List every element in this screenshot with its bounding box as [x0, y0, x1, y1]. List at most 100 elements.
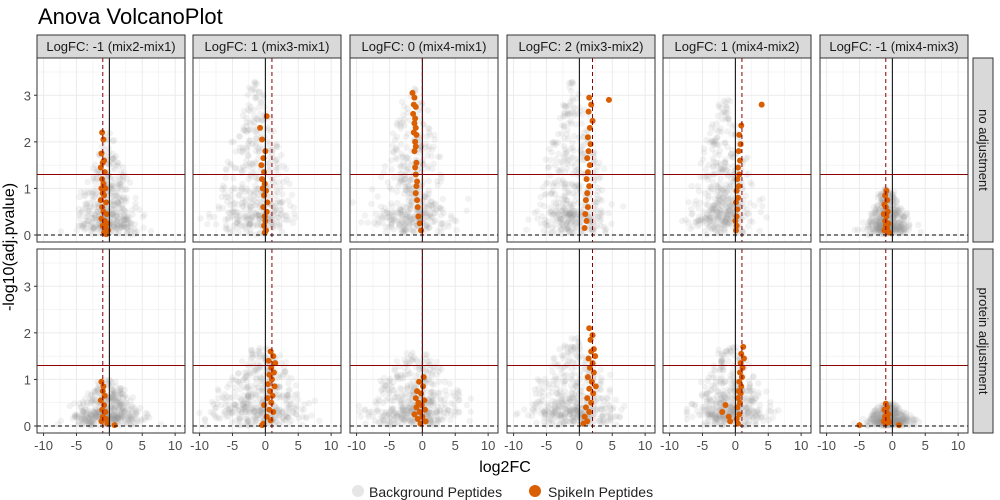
background-peptide-point: [121, 408, 128, 416]
background-peptide-point: [277, 407, 284, 414]
background-peptide-point: [418, 168, 425, 175]
background-peptide-point: [379, 408, 387, 416]
background-peptide-point: [700, 173, 707, 181]
background-peptide-point: [719, 199, 727, 206]
background-peptide-point: [79, 407, 86, 415]
background-peptide-point: [716, 206, 724, 214]
background-peptide-point: [595, 175, 603, 182]
background-peptide-point: [277, 210, 284, 218]
background-peptide-point: [257, 99, 265, 106]
background-peptide-point: [275, 178, 282, 186]
background-peptide-point: [869, 225, 876, 233]
background-peptide-point: [253, 404, 260, 411]
background-peptide-point: [289, 219, 297, 227]
background-peptide-point: [604, 413, 612, 420]
background-peptide-point: [111, 166, 119, 173]
background-peptide-point: [257, 409, 264, 416]
panel-points: [513, 325, 628, 430]
background-peptide-point: [246, 215, 253, 222]
background-peptide-point: [93, 184, 100, 191]
background-peptide-point: [402, 183, 409, 190]
background-peptide-point: [402, 180, 410, 187]
background-peptide-point: [282, 412, 290, 420]
background-peptide-point: [118, 197, 125, 204]
background-peptide-point: [572, 215, 579, 223]
background-peptide-point: [110, 210, 117, 218]
background-peptide-point: [92, 414, 99, 422]
background-peptide-point: [254, 93, 261, 101]
background-peptide-point: [593, 199, 601, 206]
background-peptide-point: [114, 209, 121, 216]
background-peptide-point: [432, 200, 439, 207]
background-peptide-point: [556, 412, 564, 420]
background-peptide-point: [112, 397, 120, 405]
background-peptide-point: [122, 400, 130, 407]
background-peptide-point: [401, 400, 408, 407]
background-peptide-point: [702, 406, 709, 414]
background-peptide-point: [429, 394, 436, 401]
background-peptide-point: [109, 391, 116, 398]
background-peptide-point: [743, 406, 751, 414]
background-peptide-point: [286, 420, 293, 427]
background-peptide-point: [116, 411, 123, 419]
background-peptide-point: [113, 188, 121, 195]
background-peptide-point: [111, 391, 118, 398]
spikein-peptide-point: [592, 383, 599, 390]
background-peptide-point: [281, 368, 288, 376]
background-peptide-point: [406, 213, 413, 220]
background-peptide-point: [710, 201, 718, 209]
background-peptide-point: [571, 210, 579, 218]
background-peptide-point: [112, 378, 119, 386]
background-peptide-point: [409, 219, 416, 227]
background-peptide-point: [537, 400, 545, 407]
background-peptide-point: [238, 409, 246, 416]
background-peptide-point: [84, 418, 92, 425]
background-peptide-point: [712, 381, 719, 389]
background-peptide-point: [727, 372, 734, 379]
background-peptide-point: [109, 391, 116, 398]
background-peptide-point: [713, 208, 720, 216]
background-peptide-point: [120, 211, 127, 218]
background-peptide-point: [541, 414, 548, 422]
background-peptide-point: [718, 167, 725, 174]
background-peptide-point: [92, 409, 100, 417]
background-peptide-point: [721, 109, 728, 116]
background-peptide-point: [433, 409, 440, 416]
background-peptide-point: [264, 126, 271, 133]
background-peptide-point: [696, 173, 704, 180]
background-peptide-point: [439, 416, 446, 424]
background-peptide-point: [597, 217, 604, 225]
background-peptide-point: [82, 412, 90, 419]
background-peptide-point: [567, 407, 574, 415]
background-peptide-point: [112, 152, 120, 160]
background-peptide-point: [546, 210, 553, 217]
background-peptide-point: [562, 406, 569, 413]
background-peptide-point: [395, 217, 403, 224]
background-peptide-point: [115, 392, 123, 399]
panel: [662, 57, 812, 243]
background-peptide-point: [394, 210, 402, 217]
facet-strip-label: LogFC: 0 (mix4-mix1): [362, 39, 487, 54]
background-peptide-point: [439, 195, 447, 203]
background-peptide-point: [892, 209, 899, 216]
background-peptide-point: [81, 220, 88, 227]
background-peptide-point: [132, 194, 139, 201]
background-peptide-point: [405, 208, 412, 215]
background-peptide-point: [430, 399, 438, 407]
background-peptide-point: [402, 226, 409, 233]
background-peptide-point: [256, 88, 264, 96]
background-peptide-point: [572, 192, 580, 199]
background-peptide-point: [404, 109, 411, 117]
background-peptide-point: [108, 415, 115, 423]
background-peptide-point: [82, 395, 89, 402]
spikein-peptide-point: [585, 108, 592, 115]
background-peptide-point: [571, 111, 578, 119]
background-peptide-point: [719, 380, 726, 388]
background-peptide-point: [206, 214, 213, 221]
background-peptide-point: [398, 150, 405, 157]
background-peptide-point: [132, 409, 140, 417]
spikein-peptide-point: [102, 185, 109, 192]
background-peptide-point: [429, 420, 436, 427]
background-peptide-point: [249, 164, 257, 172]
background-peptide-point: [567, 209, 575, 217]
